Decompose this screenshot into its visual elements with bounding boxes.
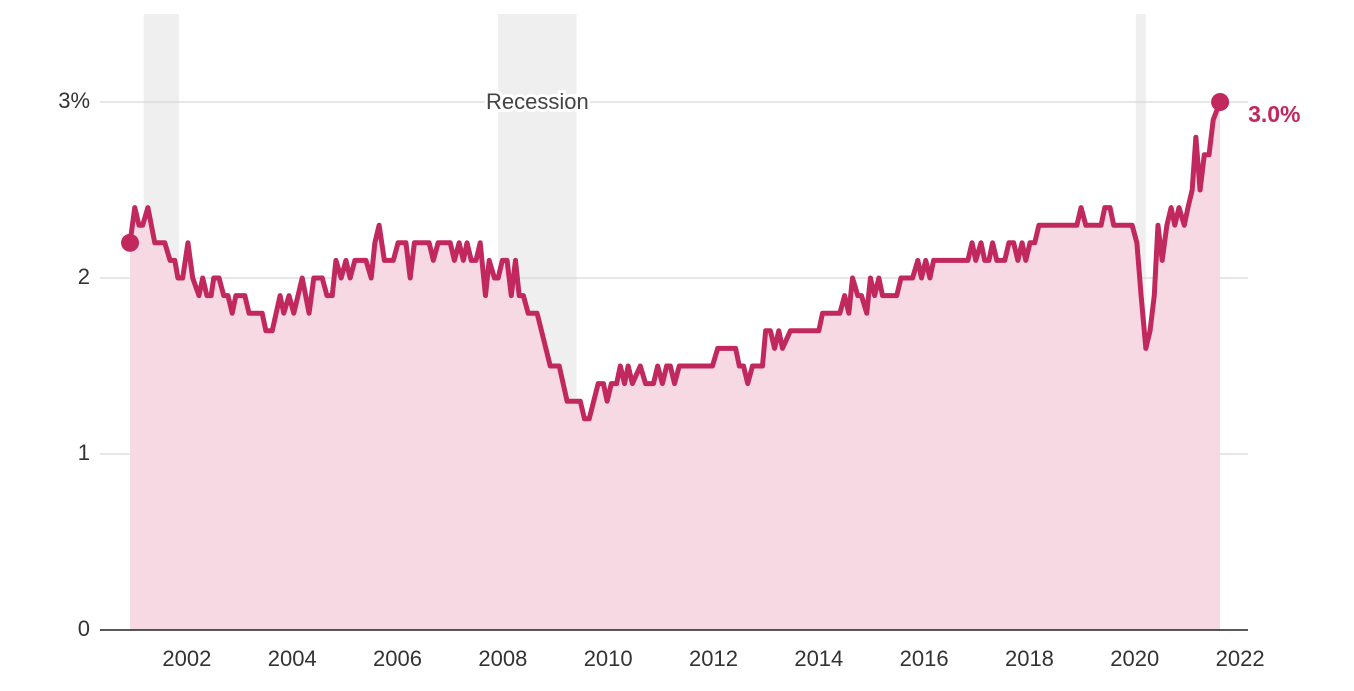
x-tick-label: 2008 [478,646,527,671]
x-tick-label: 2022 [1216,646,1265,671]
x-tick-label: 2010 [584,646,633,671]
x-tick-label: 2004 [268,646,317,671]
end-dot [121,233,140,252]
y-tick-label: 0 [78,616,90,641]
end-label: 3.0% [1248,101,1300,127]
y-tick-label: 2 [78,264,90,289]
x-tick-label: 2006 [373,646,422,671]
x-tick-label: 2020 [1110,646,1159,671]
line [127,99,1223,422]
x-tick-label: 2012 [689,646,738,671]
y-tick-label: 1 [78,440,90,465]
x-tick-label: 2014 [794,646,843,671]
x-tick-label: 2018 [1005,646,1054,671]
x-tick-label: 2016 [900,646,949,671]
y-tick-label: 3% [58,88,90,113]
area [130,102,1221,630]
end-dot [1211,93,1230,111]
x-tick-label: 2002 [162,646,211,671]
recession-label: Recession [486,89,589,114]
